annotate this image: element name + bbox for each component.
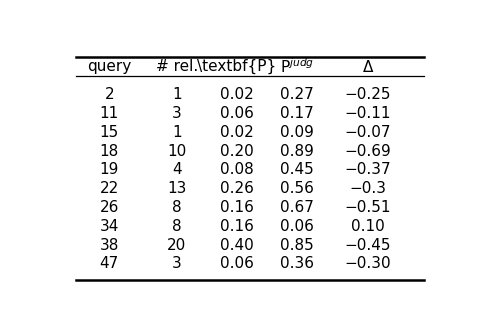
- Text: \textbf{P}: \textbf{P}: [197, 59, 276, 74]
- Text: $\Delta$: $\Delta$: [362, 59, 374, 75]
- Text: 18: 18: [100, 144, 119, 159]
- Text: −0.37: −0.37: [345, 162, 392, 178]
- Text: 22: 22: [100, 181, 119, 196]
- Text: 3: 3: [172, 256, 182, 272]
- Text: 0.09: 0.09: [280, 125, 314, 140]
- Text: −0.51: −0.51: [345, 200, 392, 215]
- Text: 10: 10: [167, 144, 186, 159]
- Text: 3: 3: [172, 106, 182, 121]
- Text: 0.16: 0.16: [220, 219, 254, 234]
- Text: 20: 20: [167, 238, 186, 253]
- Text: 0.02: 0.02: [220, 87, 254, 102]
- Text: 8: 8: [172, 200, 182, 215]
- Text: 0.40: 0.40: [220, 238, 254, 253]
- Text: 0.27: 0.27: [280, 87, 314, 102]
- Text: 0.26: 0.26: [220, 181, 254, 196]
- Text: −0.11: −0.11: [345, 106, 392, 121]
- Text: −0.07: −0.07: [345, 125, 392, 140]
- Text: 0.02: 0.02: [220, 125, 254, 140]
- Text: −0.30: −0.30: [345, 256, 392, 272]
- Text: −0.3: −0.3: [349, 181, 387, 196]
- Text: 0.06: 0.06: [220, 106, 254, 121]
- Text: 0.10: 0.10: [351, 219, 385, 234]
- Text: 19: 19: [100, 162, 119, 178]
- Text: 0.06: 0.06: [220, 256, 254, 272]
- Text: 1: 1: [172, 87, 182, 102]
- Text: 0.89: 0.89: [280, 144, 314, 159]
- Text: −0.25: −0.25: [345, 87, 392, 102]
- Text: 11: 11: [100, 106, 119, 121]
- Text: P$^{judg}$: P$^{judg}$: [280, 57, 314, 76]
- Text: 0.08: 0.08: [220, 162, 254, 178]
- Text: 13: 13: [167, 181, 186, 196]
- Text: 26: 26: [100, 200, 119, 215]
- Text: 15: 15: [100, 125, 119, 140]
- Text: −0.45: −0.45: [345, 238, 392, 253]
- Text: 0.16: 0.16: [220, 200, 254, 215]
- Text: 0.85: 0.85: [280, 238, 314, 253]
- Text: 8: 8: [172, 219, 182, 234]
- Text: 0.56: 0.56: [280, 181, 314, 196]
- Text: 0.67: 0.67: [280, 200, 314, 215]
- Text: 1: 1: [172, 125, 182, 140]
- Text: 0.20: 0.20: [220, 144, 254, 159]
- Text: 34: 34: [100, 219, 119, 234]
- Text: 0.36: 0.36: [280, 256, 314, 272]
- Text: 47: 47: [100, 256, 119, 272]
- Text: 38: 38: [100, 238, 119, 253]
- Text: −0.69: −0.69: [345, 144, 392, 159]
- Text: 0.17: 0.17: [280, 106, 314, 121]
- Text: 0.06: 0.06: [280, 219, 314, 234]
- Text: 0.45: 0.45: [280, 162, 314, 178]
- Text: 2: 2: [105, 87, 114, 102]
- Text: 4: 4: [172, 162, 182, 178]
- Text: query: query: [87, 59, 131, 74]
- Text: # rel.: # rel.: [156, 59, 198, 74]
